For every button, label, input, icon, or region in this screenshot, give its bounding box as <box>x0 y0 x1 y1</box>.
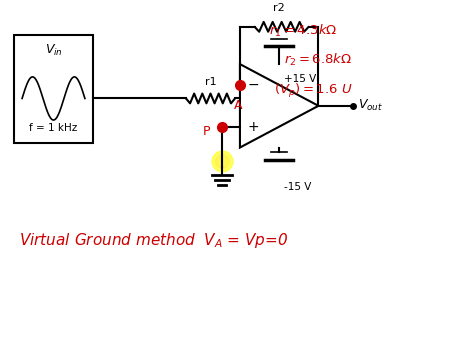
Text: $r_1 = 4.3k\Omega$: $r_1 = 4.3k\Omega$ <box>269 23 337 39</box>
Bar <box>14 35 93 143</box>
Text: r1: r1 <box>205 77 216 87</box>
Text: -15 V: -15 V <box>284 182 311 192</box>
Text: $r_2 = 6.8k\Omega$: $r_2 = 6.8k\Omega$ <box>284 52 352 69</box>
Text: A: A <box>234 99 242 112</box>
Text: f = 1 kHz: f = 1 kHz <box>29 123 78 133</box>
Text: P: P <box>203 125 210 138</box>
Text: +: + <box>248 120 259 134</box>
Text: r2: r2 <box>273 3 285 13</box>
Text: $(V_p) = 1.6$ U: $(V_p) = 1.6$ U <box>274 82 353 100</box>
Text: Virtual Ground method  $V_A$ = Vp=0: Virtual Ground method $V_A$ = Vp=0 <box>19 231 289 250</box>
Text: $V_{out}$: $V_{out}$ <box>358 98 383 113</box>
Text: $V_{in}$: $V_{in}$ <box>45 43 63 58</box>
Text: +15 V: +15 V <box>284 74 316 84</box>
Text: −: − <box>248 78 259 92</box>
